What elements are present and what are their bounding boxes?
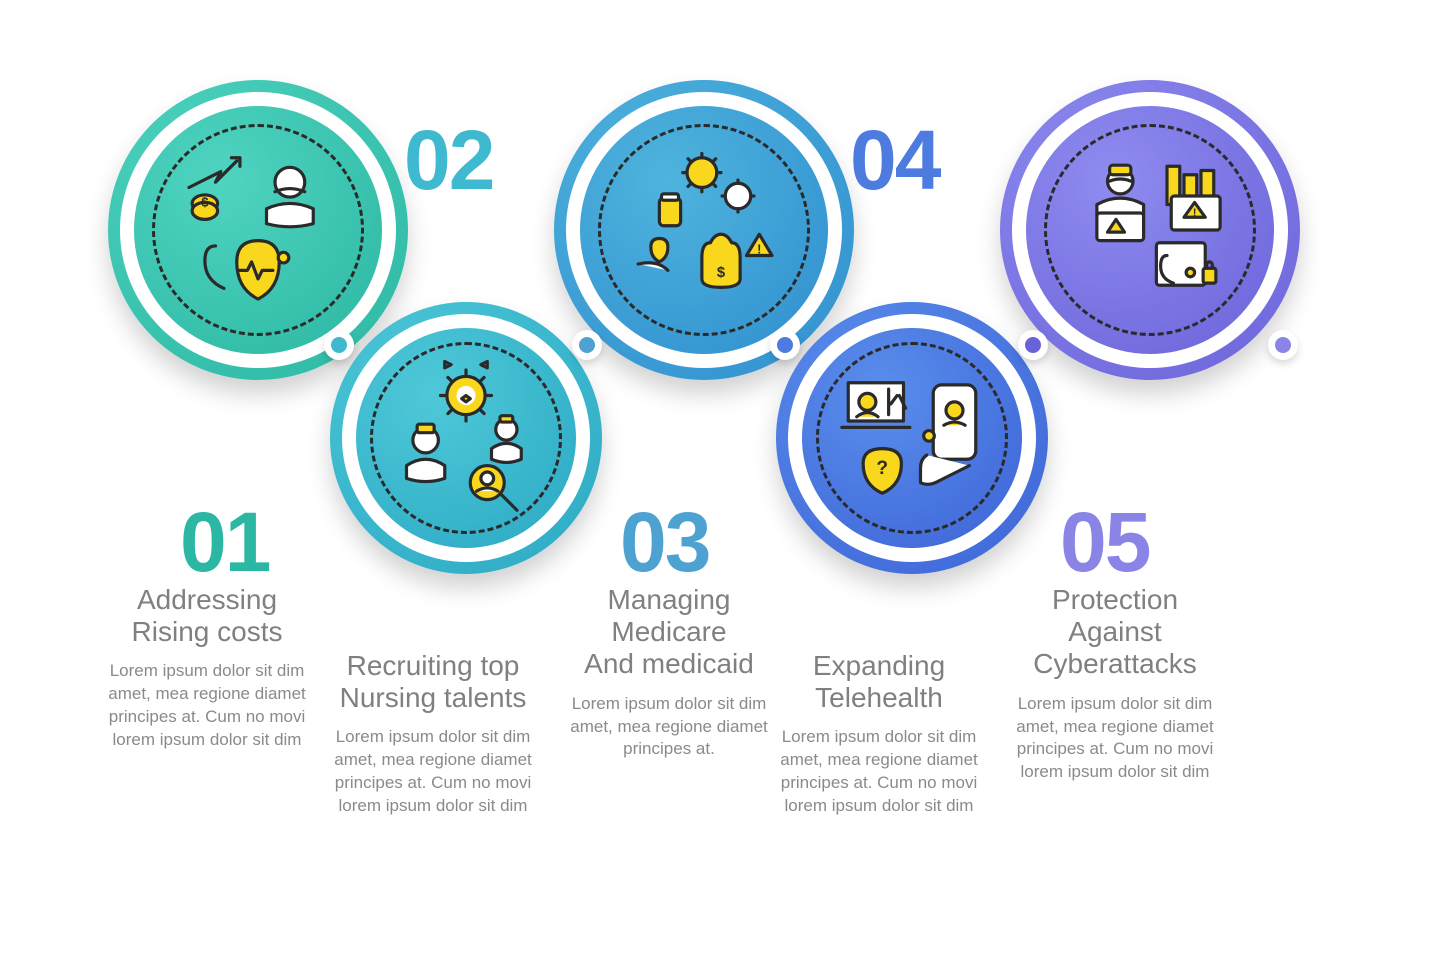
c2-body: Lorem ipsum dolor sit dim amet, mea regi… — [318, 726, 548, 818]
c4-icon: ? — [822, 348, 1002, 528]
circle-c2 — [330, 302, 602, 574]
c4-number: 04 — [850, 118, 939, 202]
c5-number: 05 — [1060, 500, 1149, 584]
connector-dot-5 — [1268, 330, 1298, 360]
c5-text-block: Protection Against Cyberattacks Lorem ips… — [1000, 584, 1230, 784]
c3-icon: $ ! — [604, 130, 804, 330]
svg-text:$: $ — [717, 265, 726, 281]
circle-c1: $ — [108, 80, 408, 380]
c1-icon: $ — [158, 130, 358, 330]
c3-title: Managing Medicare And medicaid — [554, 584, 784, 681]
c2-number: 02 — [404, 118, 493, 202]
c2-text-block: Recruiting top Nursing talents Lorem ipsu… — [318, 650, 548, 818]
c1-text-block: Addressing Rising costs Lorem ipsum dolor… — [92, 584, 322, 752]
c3-body: Lorem ipsum dolor sit dim amet, mea regi… — [554, 693, 784, 762]
c2-title: Recruiting top Nursing talents — [318, 650, 548, 714]
svg-text:!: ! — [1193, 207, 1197, 219]
svg-text:$: $ — [201, 195, 208, 210]
c4-body: Lorem ipsum dolor sit dim amet, mea regi… — [764, 726, 994, 818]
c2-icon — [376, 348, 556, 528]
svg-text:!: ! — [757, 241, 761, 256]
connector-dot-2 — [572, 330, 602, 360]
c5-icon: ! — [1050, 130, 1250, 330]
c5-title: Protection Against Cyberattacks — [1000, 584, 1230, 681]
circle-c4: ? — [776, 302, 1048, 574]
c3-number: 03 — [620, 500, 709, 584]
connector-dot-4 — [1018, 330, 1048, 360]
c1-number: 01 — [180, 500, 269, 584]
c1-body: Lorem ipsum dolor sit dim amet, mea regi… — [92, 660, 322, 752]
c1-title: Addressing Rising costs — [92, 584, 322, 648]
c4-title: Expanding Telehealth — [764, 650, 994, 714]
connector-dot-1 — [324, 330, 354, 360]
svg-text:?: ? — [876, 458, 888, 479]
c4-text-block: Expanding Telehealth Lorem ipsum dolor si… — [764, 650, 994, 818]
c5-body: Lorem ipsum dolor sit dim amet, mea regi… — [1000, 693, 1230, 785]
connector-dot-3 — [770, 330, 800, 360]
c3-text-block: Managing Medicare And medicaid Lorem ipsu… — [554, 584, 784, 761]
infographic-stage: $ 01Addressing Rising costs Lorem ipsum d… — [0, 0, 1456, 980]
